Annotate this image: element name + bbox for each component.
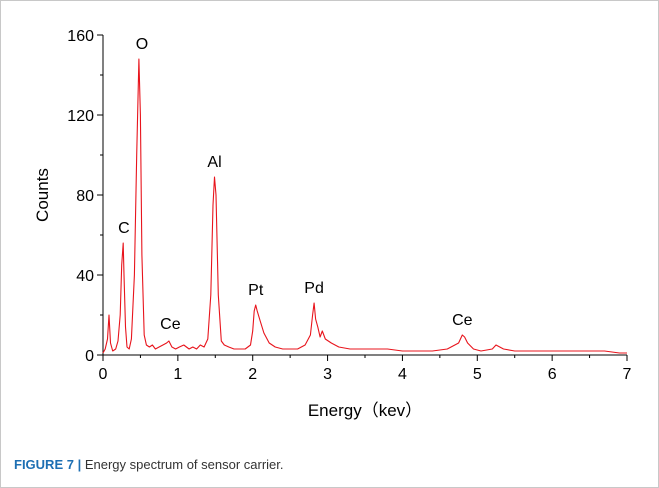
y-tick-label: 40 xyxy=(76,268,94,285)
peak-label: Al xyxy=(207,154,221,171)
x-tick-label: 1 xyxy=(173,366,182,383)
x-tick-label: 3 xyxy=(323,366,332,383)
x-tick-label: 5 xyxy=(473,366,482,383)
tick-labels: 0 1 2 3 4 5 6 7 0 40 80 120 160 xyxy=(67,28,631,383)
y-tick-label: 120 xyxy=(67,108,94,125)
peak-label: O xyxy=(136,36,148,53)
peak-label: Ce xyxy=(160,316,181,333)
spectrum-line xyxy=(102,58,627,354)
peak-label: Pd xyxy=(304,280,324,297)
y-tick-label: 80 xyxy=(76,188,94,205)
x-tick-label: 2 xyxy=(248,366,257,383)
caption-text: Energy spectrum of sensor carrier. xyxy=(81,457,284,472)
figure-caption: FIGURE 7 | Energy spectrum of sensor car… xyxy=(14,457,284,472)
y-tick-label: 0 xyxy=(85,348,94,365)
peak-label: Pt xyxy=(248,282,264,299)
peak-annotations: O C Ce Al Pt Pd Ce xyxy=(118,36,472,333)
x-tick-label: 0 xyxy=(99,366,108,383)
x-axis-label: Energy（kev） xyxy=(308,401,422,420)
peak-label: Ce xyxy=(452,312,473,329)
peak-label: C xyxy=(118,220,130,237)
axes xyxy=(97,34,628,361)
y-axis-label: Counts xyxy=(33,168,52,222)
caption-label: FIGURE 7 | xyxy=(14,457,82,472)
x-tick-label: 7 xyxy=(623,366,632,383)
spectrum-series xyxy=(102,58,627,354)
x-tick-label: 6 xyxy=(548,366,557,383)
x-tick-label: 4 xyxy=(398,366,407,383)
y-tick-label: 160 xyxy=(67,28,94,45)
